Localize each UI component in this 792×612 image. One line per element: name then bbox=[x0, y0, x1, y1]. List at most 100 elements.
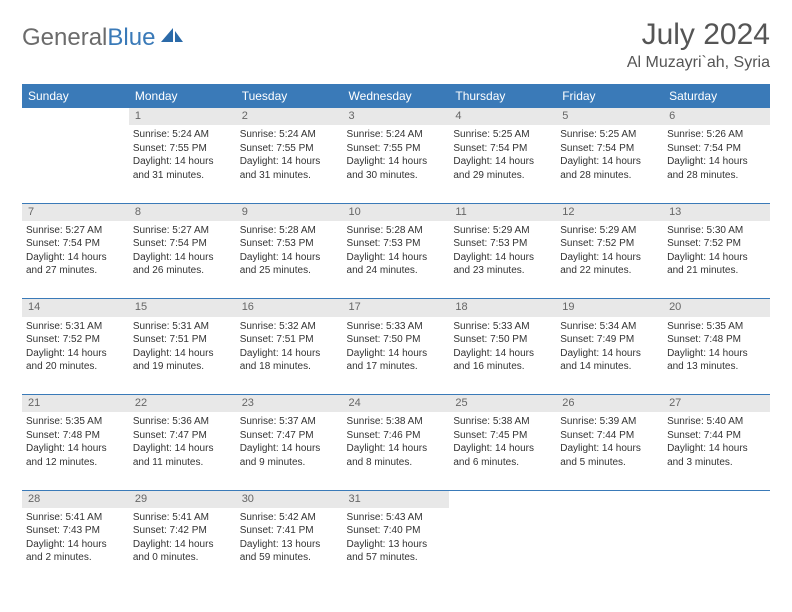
day-cell-line: Sunset: 7:46 PM bbox=[347, 429, 446, 443]
day-number: 7 bbox=[22, 203, 129, 221]
day-cell-line: Sunset: 7:42 PM bbox=[133, 524, 232, 538]
day-cell-line: Sunrise: 5:31 AM bbox=[133, 320, 232, 334]
calendar-table: SundayMondayTuesdayWednesdayThursdayFrid… bbox=[22, 84, 770, 586]
day-cell: Sunrise: 5:33 AMSunset: 7:50 PMDaylight:… bbox=[343, 317, 450, 395]
day-cell: Sunrise: 5:27 AMSunset: 7:54 PMDaylight:… bbox=[22, 221, 129, 299]
day-number: 11 bbox=[449, 203, 556, 221]
day-number: 4 bbox=[449, 108, 556, 125]
day-number: 24 bbox=[343, 395, 450, 413]
day-cell-line: and 13 minutes. bbox=[667, 360, 766, 374]
day-cell-line: and 18 minutes. bbox=[240, 360, 339, 374]
day-cell-line: Sunrise: 5:38 AM bbox=[347, 415, 446, 429]
day-cell-line: and 8 minutes. bbox=[347, 456, 446, 470]
day-cell-line: and 25 minutes. bbox=[240, 264, 339, 278]
day-header: Friday bbox=[556, 84, 663, 108]
day-cell-line: Sunrise: 5:26 AM bbox=[667, 128, 766, 142]
day-cell-line: Daylight: 14 hours bbox=[26, 538, 125, 552]
day-cell-line: Daylight: 14 hours bbox=[133, 538, 232, 552]
logo-text: GeneralBlue bbox=[22, 24, 155, 52]
day-cell-line: Sunrise: 5:33 AM bbox=[347, 320, 446, 334]
day-header: Saturday bbox=[663, 84, 770, 108]
day-cell-line: and 0 minutes. bbox=[133, 551, 232, 565]
day-cell-line: Sunrise: 5:37 AM bbox=[240, 415, 339, 429]
logo: GeneralBlue bbox=[22, 24, 185, 52]
day-cell-line: Sunset: 7:54 PM bbox=[560, 142, 659, 156]
day-cell-line: Sunrise: 5:41 AM bbox=[26, 511, 125, 525]
day-number: 5 bbox=[556, 108, 663, 125]
day-header: Monday bbox=[129, 84, 236, 108]
day-cell-line: and 5 minutes. bbox=[560, 456, 659, 470]
day-number: 8 bbox=[129, 203, 236, 221]
day-number: 13 bbox=[663, 203, 770, 221]
daynum-row: 78910111213 bbox=[22, 203, 770, 221]
day-cell-line: Daylight: 14 hours bbox=[667, 442, 766, 456]
day-cell-line: Sunrise: 5:27 AM bbox=[133, 224, 232, 238]
day-cell: Sunrise: 5:34 AMSunset: 7:49 PMDaylight:… bbox=[556, 317, 663, 395]
day-cell-line: Sunset: 7:51 PM bbox=[240, 333, 339, 347]
day-cell-line: Sunset: 7:48 PM bbox=[26, 429, 125, 443]
location: Al Muzayri`ah, Syria bbox=[627, 54, 770, 72]
day-cell: Sunrise: 5:40 AMSunset: 7:44 PMDaylight:… bbox=[663, 412, 770, 490]
day-cell-line: and 20 minutes. bbox=[26, 360, 125, 374]
day-cell-line: and 30 minutes. bbox=[347, 169, 446, 183]
day-cell-line: Sunset: 7:48 PM bbox=[667, 333, 766, 347]
day-cell-line: Sunset: 7:47 PM bbox=[133, 429, 232, 443]
day-number: 22 bbox=[129, 395, 236, 413]
day-cell: Sunrise: 5:27 AMSunset: 7:54 PMDaylight:… bbox=[129, 221, 236, 299]
day-cell-line: Sunrise: 5:29 AM bbox=[453, 224, 552, 238]
day-number bbox=[556, 490, 663, 508]
day-cell-line: Sunrise: 5:35 AM bbox=[26, 415, 125, 429]
day-number: 31 bbox=[343, 490, 450, 508]
day-header: Sunday bbox=[22, 84, 129, 108]
day-cell-line: Daylight: 14 hours bbox=[453, 155, 552, 169]
day-number bbox=[22, 108, 129, 125]
day-cell-line: Sunset: 7:52 PM bbox=[26, 333, 125, 347]
day-number bbox=[449, 490, 556, 508]
day-cell-line: Sunset: 7:45 PM bbox=[453, 429, 552, 443]
day-number: 14 bbox=[22, 299, 129, 317]
day-cell-line: Sunrise: 5:40 AM bbox=[667, 415, 766, 429]
day-cell-line: Daylight: 14 hours bbox=[667, 347, 766, 361]
day-cell-line: and 9 minutes. bbox=[240, 456, 339, 470]
day-number: 20 bbox=[663, 299, 770, 317]
month-title: July 2024 bbox=[627, 18, 770, 52]
day-cell-line: Sunrise: 5:38 AM bbox=[453, 415, 552, 429]
day-cell-line: Sunset: 7:44 PM bbox=[560, 429, 659, 443]
day-number: 9 bbox=[236, 203, 343, 221]
day-cell-line: Daylight: 14 hours bbox=[240, 442, 339, 456]
day-cell-line: and 14 minutes. bbox=[560, 360, 659, 374]
day-cell-line: Sunrise: 5:24 AM bbox=[240, 128, 339, 142]
day-number: 2 bbox=[236, 108, 343, 125]
logo-sail-icon bbox=[159, 26, 185, 44]
day-cell-line: Daylight: 14 hours bbox=[26, 347, 125, 361]
day-cell-line: Sunrise: 5:41 AM bbox=[133, 511, 232, 525]
day-cell-line: Sunset: 7:53 PM bbox=[240, 237, 339, 251]
day-cell-line: Sunset: 7:40 PM bbox=[347, 524, 446, 538]
day-cell-line: Sunset: 7:54 PM bbox=[26, 237, 125, 251]
day-cell-line: Sunset: 7:47 PM bbox=[240, 429, 339, 443]
day-cell-line: Daylight: 13 hours bbox=[347, 538, 446, 552]
day-cell-line: Sunset: 7:49 PM bbox=[560, 333, 659, 347]
day-cell: Sunrise: 5:25 AMSunset: 7:54 PMDaylight:… bbox=[556, 125, 663, 203]
day-cell-line: and 26 minutes. bbox=[133, 264, 232, 278]
day-cell-line: Sunset: 7:55 PM bbox=[133, 142, 232, 156]
day-cell: Sunrise: 5:37 AMSunset: 7:47 PMDaylight:… bbox=[236, 412, 343, 490]
day-content-row: Sunrise: 5:27 AM Sunset: 7:54 PM Daylight:… bbox=[22, 221, 770, 299]
day-cell-line: and 21 minutes. bbox=[667, 264, 766, 278]
day-number: 30 bbox=[236, 490, 343, 508]
day-number: 15 bbox=[129, 299, 236, 317]
day-cell: Sunrise: 5:32 AMSunset: 7:51 PMDaylight:… bbox=[236, 317, 343, 395]
day-cell-line: and 11 minutes. bbox=[133, 456, 232, 470]
day-cell: Sunrise: 5:28 AMSunset: 7:53 PMDaylight:… bbox=[236, 221, 343, 299]
day-cell-line: Daylight: 14 hours bbox=[240, 251, 339, 265]
day-cell-line: Daylight: 14 hours bbox=[347, 155, 446, 169]
calendar-body: 123456Sunrise: 5:24 AMSunset: 7:55 PMDay… bbox=[22, 108, 770, 586]
day-cell-line: Sunrise: 5:28 AM bbox=[240, 224, 339, 238]
day-cell-line: Daylight: 14 hours bbox=[560, 155, 659, 169]
day-cell: Sunrise: 5:24 AMSunset: 7:55 PMDaylight:… bbox=[343, 125, 450, 203]
logo-word-blue: Blue bbox=[107, 24, 155, 51]
day-cell-line: Sunrise: 5:24 AM bbox=[347, 128, 446, 142]
day-content-row: Sunrise: 5:31 AMSunset: 7:52 PMDaylight:… bbox=[22, 317, 770, 395]
day-cell-line: Daylight: 14 hours bbox=[347, 251, 446, 265]
day-number: 28 bbox=[22, 490, 129, 508]
